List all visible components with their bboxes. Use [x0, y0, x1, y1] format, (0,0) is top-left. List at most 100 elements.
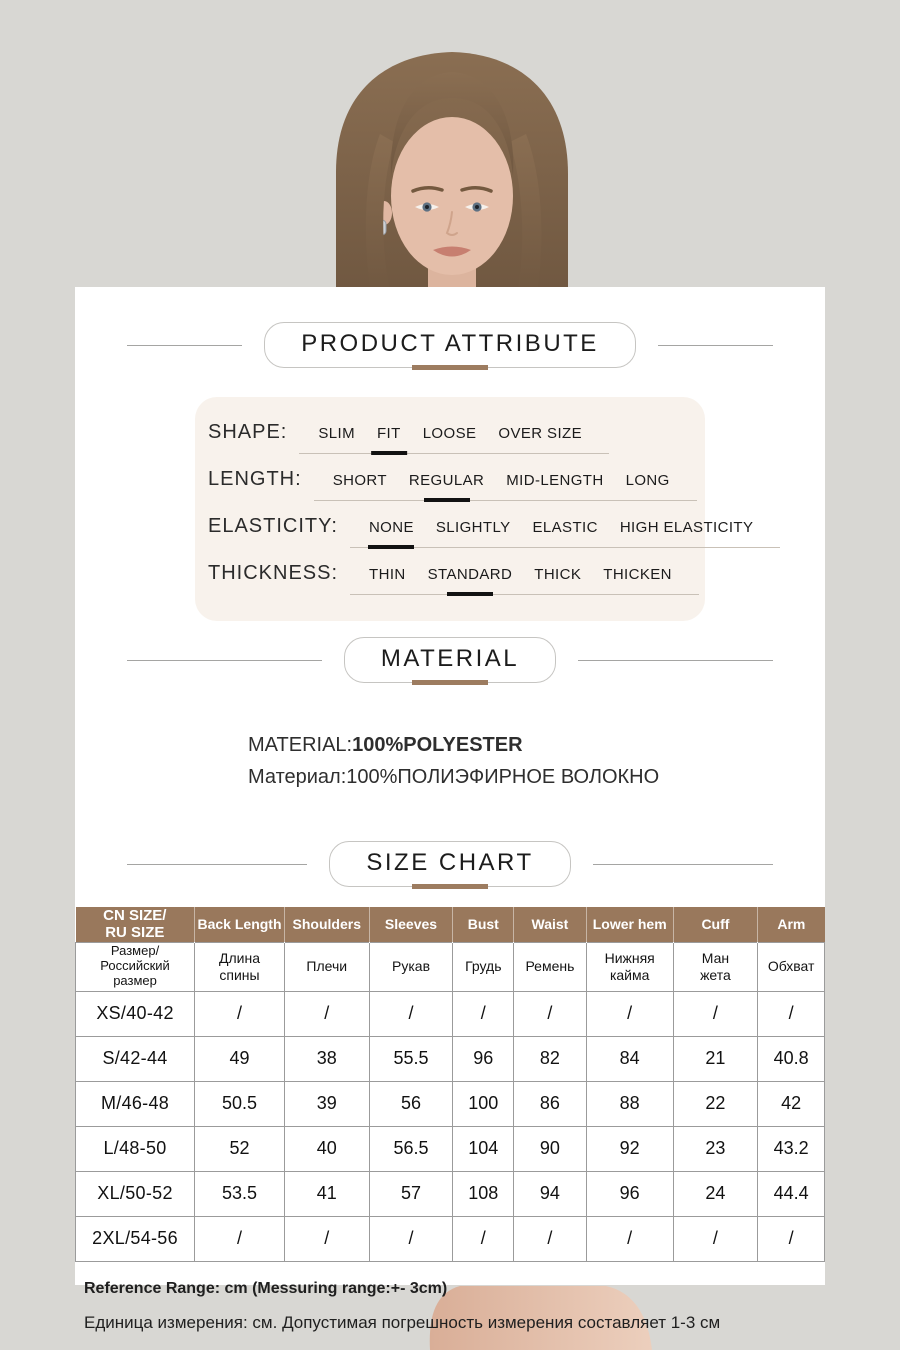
size-label: XL/50-52	[74, 1170, 196, 1217]
face	[391, 117, 513, 275]
size-label: S/42-44	[74, 1035, 196, 1082]
attr-options: THIN STANDARD THICK THICKEN	[350, 566, 699, 595]
table-row-xl: XL/50-52 53.5 41 57 108 94 96 24 44.4	[74, 1170, 825, 1217]
cell-value: 24	[672, 1170, 759, 1217]
col-header-sleeves-ru: Рукав	[368, 941, 454, 992]
cell-value: /	[194, 990, 285, 1037]
col-header-cuff: Cuff	[672, 907, 758, 942]
attr-label: LENGTH:	[208, 468, 302, 490]
info-card: PRODUCT ATTRIBUTE SHAPE: SLIM FIT LOOSE …	[74, 287, 825, 1332]
cell-value: 21	[672, 1035, 759, 1082]
measurement-notes: Reference Range: cm (Messuring range:+- …	[75, 1277, 825, 1335]
material-value-ru: 100%ПОЛИЭФИРНОЕ ВОЛОКНО	[346, 766, 660, 788]
heading-side-line	[592, 863, 773, 865]
cell-value: 96	[452, 1035, 515, 1082]
cell-value: 57	[368, 1170, 454, 1217]
product-attribute-title: PRODUCT ATTRIBUTE	[264, 322, 636, 368]
cell-value: /	[585, 1215, 674, 1262]
col-header-cuff-ru: Ман жета	[672, 941, 759, 992]
size-label: L/48-50	[74, 1125, 196, 1172]
attr-options: NONE SLIGHTLY ELASTIC HIGH ELASTICITY	[349, 519, 781, 548]
material-description: MATERIAL:100%POLYESTER Материал:100%ПОЛИ…	[75, 729, 825, 793]
cell-value: /	[368, 990, 454, 1037]
cell-value: 56	[368, 1080, 454, 1127]
cell-value: /	[283, 990, 370, 1037]
attr-option: MID-LENGTH	[506, 472, 604, 489]
table-header-row-ru: Размер/ Российский размер Длина спины Пл…	[74, 941, 825, 992]
cell-value: 49	[194, 1035, 285, 1082]
cell-value: 40.8	[757, 1035, 825, 1082]
table-row-l: L/48-50 52 40 56.5 104 90 92 23 43.2	[74, 1125, 825, 1172]
col-header-back-length: Back Length	[194, 907, 285, 942]
cell-value: 52	[194, 1125, 285, 1172]
cell-value: 23	[672, 1125, 759, 1172]
cell-value: 55.5	[368, 1035, 454, 1082]
table-row-2xl: 2XL/54-56 / / / / / / / /	[74, 1215, 825, 1262]
attr-row-thickness: THICKNESS: THIN STANDARD THICK THICKEN	[208, 562, 705, 595]
col-header-back-length-ru: Длина спины	[194, 941, 285, 992]
col-header-sleeves: Sleeves	[368, 907, 453, 942]
table-row-s: S/42-44 49 38 55.5 96 82 84 21 40.8	[74, 1035, 825, 1082]
pupil-left	[425, 205, 429, 209]
table-row-xs: XS/40-42 / / / / / / / /	[74, 990, 825, 1037]
col-header-size-ru: Размер/ Российский размер	[74, 941, 196, 992]
hairline	[390, 72, 514, 176]
cell-value: 88	[585, 1080, 674, 1127]
cell-value: 100	[452, 1080, 515, 1127]
section-heading-material: MATERIAL	[75, 637, 825, 683]
material-label-ru: Материал:	[248, 766, 347, 788]
cell-value: /	[672, 1215, 759, 1262]
attr-option: SLIGHTLY	[435, 519, 511, 536]
heading-side-line	[578, 659, 773, 661]
cell-value: 86	[513, 1080, 587, 1127]
attr-option: OVER SIZE	[498, 425, 582, 442]
attr-option: THICKEN	[603, 566, 672, 583]
section-heading-product-attribute: PRODUCT ATTRIBUTE	[75, 322, 825, 368]
col-header-shoulders: Shoulders	[283, 907, 370, 942]
cell-value: 108	[452, 1170, 515, 1217]
size-chart-title: SIZE CHART	[329, 841, 571, 887]
heading-side-line	[657, 344, 774, 346]
eyebrow-left	[411, 186, 444, 193]
col-header-arm: Arm	[757, 907, 825, 942]
attr-option-selected: NONE	[368, 519, 414, 536]
cell-value: 96	[585, 1170, 674, 1217]
col-header-bust: Bust	[452, 907, 514, 942]
attr-option: ELASTIC	[532, 519, 598, 536]
cell-value: /	[757, 990, 825, 1037]
material-title: MATERIAL	[343, 637, 557, 683]
material-line-en: MATERIAL:100%POLYESTER	[248, 729, 825, 761]
cell-value: 104	[452, 1125, 515, 1172]
eyebrow-right	[460, 186, 493, 193]
size-label: XS/40-42	[74, 990, 196, 1037]
cell-value: 42	[757, 1080, 825, 1127]
cell-value: 92	[585, 1125, 674, 1172]
cell-value: 38	[283, 1035, 370, 1082]
col-header-bust-ru: Грудь	[452, 941, 515, 992]
attr-option: HIGH ELASTICITY	[619, 519, 754, 536]
cell-value: /	[283, 1215, 370, 1262]
cell-value: 53.5	[194, 1170, 285, 1217]
cell-value: /	[513, 1215, 587, 1262]
cell-value: 39	[283, 1080, 370, 1127]
attr-option-selected: REGULAR	[408, 472, 485, 489]
note-en: Reference Range: cm (Messuring range:+- …	[84, 1279, 448, 1297]
col-header-lower-hem-ru: Нижняя кайма	[585, 941, 674, 992]
heading-side-line	[127, 659, 322, 661]
cell-value: /	[194, 1215, 285, 1262]
attributes-panel: SHAPE: SLIM FIT LOOSE OVER SIZE LENGTH: …	[195, 397, 781, 621]
attr-label: THICKNESS:	[208, 562, 339, 584]
size-label: 2XL/54-56	[74, 1215, 196, 1262]
attr-row-shape: SHAPE: SLIM FIT LOOSE OVER SIZE	[208, 421, 705, 454]
attr-label: SHAPE:	[208, 421, 288, 443]
cell-value: 22	[672, 1080, 759, 1127]
attr-option: THIN	[369, 566, 406, 583]
cell-value: 40	[283, 1125, 370, 1172]
attr-option: LOOSE	[422, 425, 477, 442]
col-header-arm-ru: Обхват	[757, 941, 825, 992]
heading-side-line	[127, 863, 308, 865]
attr-option-selected: FIT	[376, 425, 401, 442]
table-row-m: M/46-48 50.5 39 56 100 86 88 22 42	[74, 1080, 825, 1127]
cell-value: 84	[585, 1035, 674, 1082]
